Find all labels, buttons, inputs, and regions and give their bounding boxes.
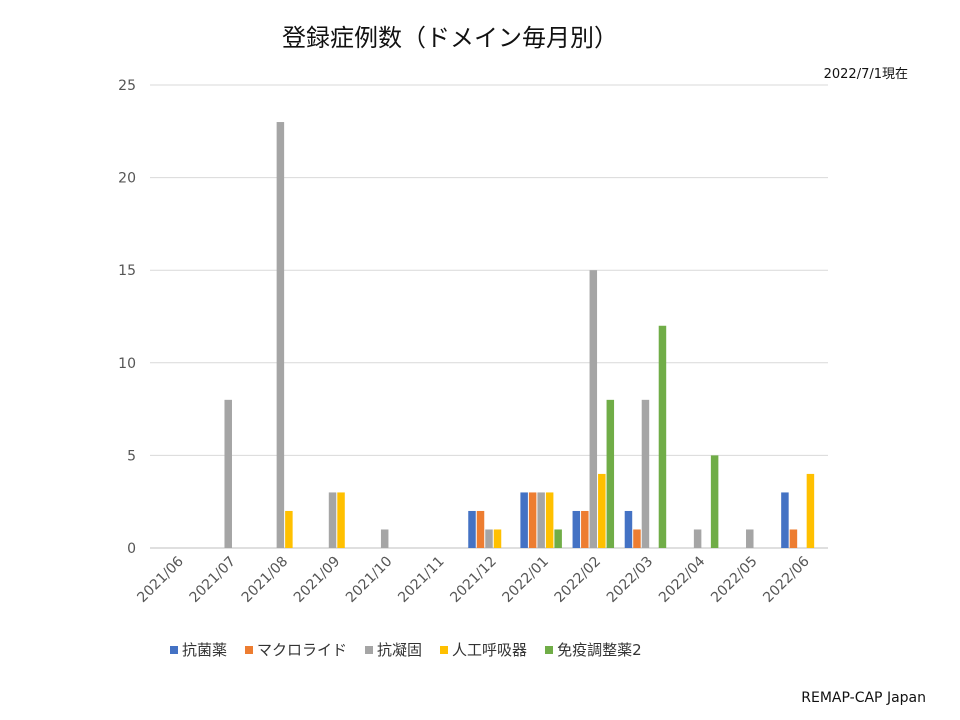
bar-2021-12-0 [468, 510, 476, 548]
bar-2022-04-4 [710, 455, 719, 548]
y-tick-label: 25 [118, 78, 136, 94]
legend-label: 抗凝固 [377, 641, 423, 659]
legend-item: 抗菌薬 [170, 639, 227, 660]
legend-item: 抗凝固 [365, 639, 422, 660]
gridlines [150, 84, 828, 549]
y-tick-label: 0 [127, 541, 136, 557]
x-tick-label: 2022/02 [552, 554, 604, 606]
bar-2021-09-3 [337, 492, 345, 548]
legend-item: マクロライド [245, 639, 347, 660]
legend-item: 人工呼吸器 [440, 639, 527, 660]
x-tick-label: 2021/06 [134, 553, 187, 606]
bar-2022-02-4 [606, 399, 615, 548]
legend-swatch [170, 645, 178, 654]
x-tick-label: 2021/10 [343, 554, 395, 606]
x-axis-ticks: 2021/06 2021/07 2021/08 2021/09 2021/10 2021/… [134, 553, 812, 606]
legend-item: 免疫調整薬2 [545, 639, 642, 660]
x-tick-label: 2021/12 [447, 554, 499, 606]
legend-label: マクロライド [257, 641, 348, 659]
y-axis-ticks: 0 5 10 15 20 25 [118, 78, 136, 557]
y-tick-label: 5 [127, 448, 136, 464]
legend-swatch [245, 645, 254, 654]
bar-2021-12-3 [493, 529, 502, 548]
bar-2022-06-3 [806, 473, 815, 548]
bar-2022-04-2 [693, 529, 702, 548]
x-tick-label: 2022/04 [656, 553, 709, 606]
bar-2022-02-2 [589, 270, 598, 548]
bar-2022-01-1 [528, 492, 537, 548]
legend-swatch [365, 645, 374, 654]
x-tick-label: 2021/11 [395, 554, 447, 606]
bar-2022-03-2 [641, 399, 650, 548]
x-tick-label: 2022/01 [500, 554, 552, 606]
credit-label: REMAP-CAP Japan [801, 690, 926, 706]
chart-title: 登録症例数（ドメイン毎月別） [282, 24, 618, 52]
legend-swatch [545, 645, 554, 654]
x-tick-label: 2021/08 [239, 554, 291, 606]
bar-2021-09-2 [328, 492, 337, 548]
y-tick-label: 15 [118, 263, 136, 279]
bar-2022-01-0 [520, 492, 528, 548]
legend: 抗菌薬 マクロライド 抗凝固 人工呼吸器 免疫調整薬2 [170, 639, 642, 660]
bar-2021-12-1 [476, 510, 485, 548]
legend-label: 人工呼吸器 [452, 641, 528, 659]
bar-2022-02-0 [572, 510, 581, 548]
bar-2022-01-4 [554, 529, 562, 548]
bar-2021-12-2 [485, 529, 493, 548]
bar-2021-08-3 [285, 510, 293, 548]
legend-label: 抗菌薬 [182, 641, 228, 659]
legend-swatch [440, 645, 449, 654]
x-tick-label: 2022/03 [604, 554, 656, 606]
x-tick-label: 2021/07 [187, 554, 239, 606]
bar-2022-06-0 [781, 492, 789, 548]
bar-2022-03-1 [633, 529, 641, 548]
y-tick-label: 10 [118, 356, 136, 372]
bar-2021-08-2 [276, 122, 285, 548]
legend-label: 免疫調整薬2 [557, 641, 642, 659]
bar-2022-05-2 [746, 529, 754, 548]
bar-2021-07-2 [224, 399, 232, 548]
x-tick-label: 2022/05 [708, 554, 760, 606]
bar-2021-10-2 [380, 529, 389, 548]
bar-2022-02-3 [598, 473, 606, 548]
bar-2022-03-0 [624, 510, 633, 548]
bar-2022-01-3 [545, 492, 554, 548]
bar-2022-01-2 [537, 492, 545, 548]
bars [224, 122, 815, 548]
x-tick-label: 2022/06 [760, 553, 813, 606]
y-tick-label: 20 [118, 171, 136, 187]
bar-2022-06-1 [789, 529, 798, 548]
x-tick-label: 2021/09 [291, 554, 343, 606]
bar-2022-03-4 [658, 325, 667, 548]
as-of-date: 2022/7/1現在 [823, 67, 908, 82]
bar-2022-02-1 [581, 510, 589, 548]
